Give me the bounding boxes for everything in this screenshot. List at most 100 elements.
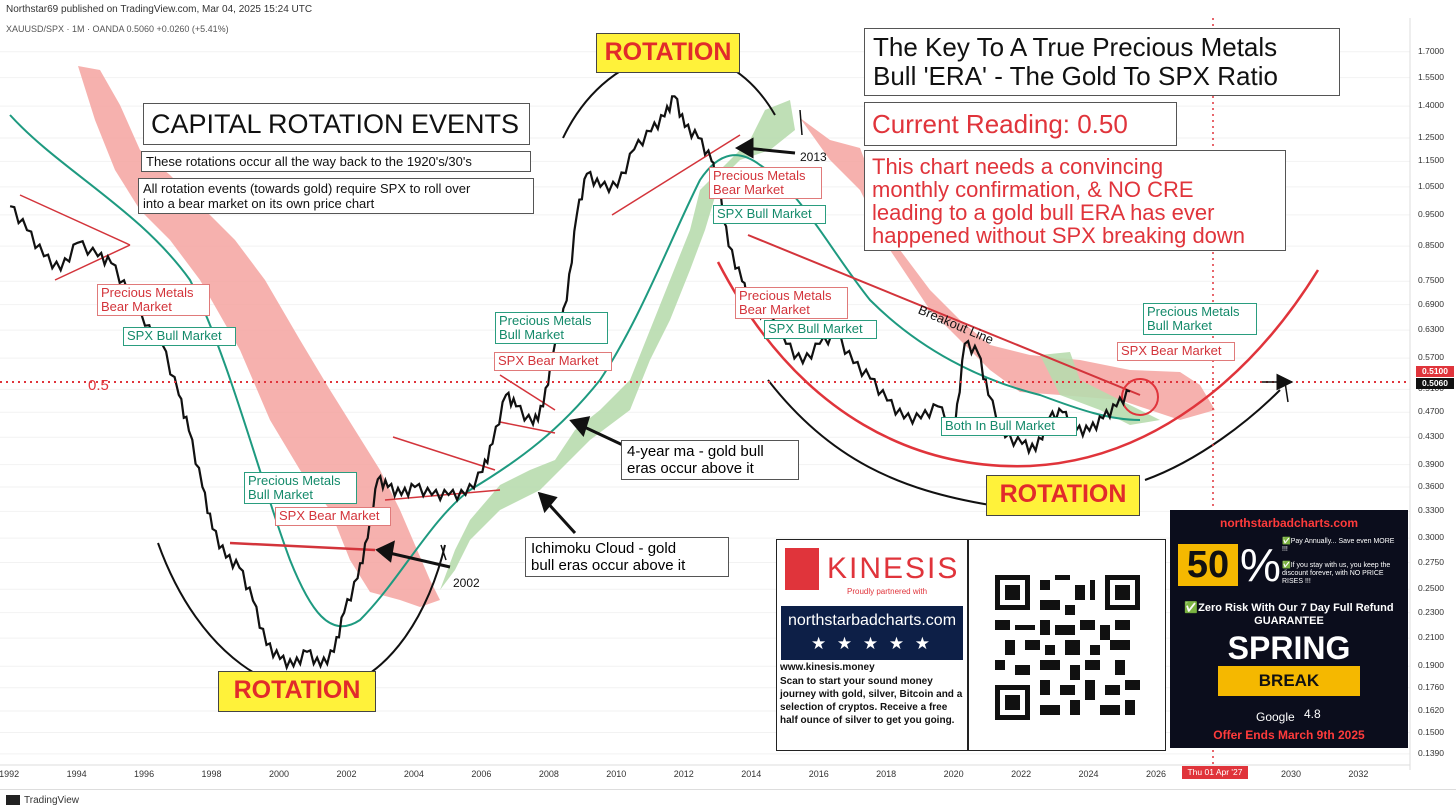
rotation-label-top: ROTATION xyxy=(596,33,740,73)
capital-rotation-line-1: These rotations occur all the way back t… xyxy=(141,151,531,172)
x-tick-label: 2002 xyxy=(336,769,357,779)
label-spx-bear-2: SPX Bear Market xyxy=(494,352,612,371)
qr-panel[interactable] xyxy=(968,539,1166,751)
y-tick-label: 1.0500 xyxy=(1418,180,1444,191)
y-tick-label: 1.2500 xyxy=(1418,131,1444,142)
y-tick-label: 0.1390 xyxy=(1418,747,1444,758)
ichimoku-cloud-bull xyxy=(440,100,795,590)
kinesis-partner: Proudly partnered with xyxy=(847,587,928,596)
title-line-2: Bull 'ERA' - The Gold To SPX Ratio xyxy=(873,61,1278,91)
label-both-bull: Both In Bull Market xyxy=(941,417,1077,436)
y-tick-label: 0.7500 xyxy=(1418,275,1444,286)
x-tick-label: 2024 xyxy=(1078,769,1099,779)
level-price-tag: 0.5100 xyxy=(1416,366,1454,377)
x-tick-label: 2032 xyxy=(1348,769,1369,779)
kinesis-url[interactable]: www.kinesis.money xyxy=(780,662,875,673)
y-tick-label: 0.6900 xyxy=(1418,298,1444,309)
x-tick-label: 1998 xyxy=(201,769,222,779)
rotation-label-bottom-right: ROTATION xyxy=(986,475,1140,516)
x-tick-label: 2026 xyxy=(1146,769,1167,779)
y-tick-label: 0.8500 xyxy=(1418,240,1444,251)
title-line-1: The Key To A True Precious Metals xyxy=(873,32,1278,62)
y-tick-label: 0.2100 xyxy=(1418,632,1444,643)
label-pm-bear-1: Precious Metals Bear Market xyxy=(97,284,210,316)
x-tick-label: 2020 xyxy=(943,769,964,779)
y-tick-label: 1.7000 xyxy=(1418,45,1444,56)
footer-brand: TradingView xyxy=(24,795,80,806)
ichimoku-cloud-bear-2 xyxy=(800,118,1215,420)
current-reading: Current Reading: 0.50 xyxy=(864,102,1177,146)
label-pm-bear-3: Precious Metals Bear Market xyxy=(735,287,848,319)
y-tick-label: 0.3300 xyxy=(1418,505,1444,516)
northstar-badge-stars: ★ ★ ★ ★ ★ xyxy=(810,634,934,653)
ad-break: BREAK xyxy=(1218,666,1360,696)
x-tick-label: 2004 xyxy=(403,769,424,779)
kinesis-panel[interactable]: KINESIS Proudly partnered with northstar… xyxy=(776,539,968,751)
label-2002: 2002 xyxy=(453,576,480,590)
ad-percent: 50 xyxy=(1178,544,1238,586)
label-spx-bull-1: SPX Bull Market xyxy=(123,327,236,346)
x-tick-label: 2006 xyxy=(471,769,492,779)
tradingview-logo-icon xyxy=(6,795,20,805)
y-tick-label: 0.6300 xyxy=(1418,324,1444,335)
trendlines xyxy=(19,134,1141,552)
label-spx-bull-2: SPX Bull Market xyxy=(713,205,826,224)
promo-ad[interactable]: northstarbadcharts.com 50 % ✅Pay Annuall… xyxy=(1170,510,1408,748)
northstar-badge: northstarbadcharts.com ★ ★ ★ ★ ★ xyxy=(781,606,963,660)
rotation-arc-3 xyxy=(767,379,991,506)
label-spx-bull-3: SPX Bull Market xyxy=(764,320,877,339)
note-box: This chart needs a convincing monthly co… xyxy=(864,150,1286,251)
red-u-curve xyxy=(716,261,1320,468)
last-price-tag: 0.5060 xyxy=(1416,378,1454,389)
y-tick-label: 0.3900 xyxy=(1418,458,1444,469)
y-tick-label: 0.1900 xyxy=(1418,660,1444,671)
bottom-bar: TradingView xyxy=(0,789,1456,810)
y-tick-label: 0.3600 xyxy=(1418,481,1444,492)
label-2013: 2013 xyxy=(800,150,827,164)
label-spx-bear-1: SPX Bear Market xyxy=(275,507,391,526)
y-tick-label: 0.5700 xyxy=(1418,352,1444,363)
y-tick-label: 1.5500 xyxy=(1418,71,1444,82)
x-tick-label: 2014 xyxy=(741,769,762,779)
x-tick-label: 2008 xyxy=(538,769,559,779)
capital-rotation-line-2: All rotation events (towards gold) requi… xyxy=(138,178,534,214)
ad-percent-sign: % xyxy=(1240,539,1281,591)
cursor-date-tag: Thu 01 Apr '27 xyxy=(1182,766,1248,779)
ad-google: Google xyxy=(1256,710,1295,724)
y-tick-label: 1.4000 xyxy=(1418,100,1444,111)
y-tick-label: 0.1760 xyxy=(1418,681,1444,692)
title-box: The Key To A True Precious Metals Bull '… xyxy=(864,28,1340,96)
kinesis-text: Scan to start your sound money journey w… xyxy=(780,676,963,726)
qr-code-icon[interactable] xyxy=(995,575,1140,720)
x-tick-label: 1992 xyxy=(0,769,20,779)
ad-offer: Offer Ends March 9th 2025 xyxy=(1213,728,1365,742)
x-tick-label: 2022 xyxy=(1011,769,1032,779)
x-tick-label: 2010 xyxy=(606,769,627,779)
annotation-arrows xyxy=(375,109,1294,569)
breakout-circle xyxy=(1121,378,1159,416)
x-tick-label: 2000 xyxy=(268,769,289,779)
y-tick-label: 0.2750 xyxy=(1418,556,1444,567)
y-tick-label: 0.1500 xyxy=(1418,726,1444,737)
label-pm-bear-2: Precious Metals Bear Market xyxy=(709,167,822,199)
top-bar: Northstar69 published on TradingView.com… xyxy=(0,0,1456,18)
ad-small-1: ✅Pay Annually... Save even MORE !!! xyxy=(1282,538,1395,553)
ma-note: 4-year ma - gold bull eras occur above i… xyxy=(621,440,799,480)
ad-site[interactable]: northstarbadcharts.com xyxy=(1219,516,1359,530)
x-tick-label: 1996 xyxy=(134,769,155,779)
y-tick-label: 0.2500 xyxy=(1418,583,1444,594)
ichimoku-cloud-bull-2 xyxy=(1040,352,1160,425)
published-text: Northstar69 published on TradingView.com… xyxy=(6,4,313,15)
ad-small-2: ✅If you stay with us, you keep the disco… xyxy=(1282,562,1391,585)
y-tick-label: 1.1500 xyxy=(1418,155,1444,166)
kinesis-logo-icon xyxy=(785,548,819,590)
level-label: 0.5 xyxy=(88,377,109,394)
y-tick-label: 0.9500 xyxy=(1418,208,1444,219)
label-pm-bull-1: Precious Metals Bull Market xyxy=(244,472,357,504)
ad-rating: 4.8 xyxy=(1304,707,1321,721)
rotation-label-bottom-left: ROTATION xyxy=(218,671,376,712)
x-tick-label: 2018 xyxy=(876,769,897,779)
x-tick-label: 2030 xyxy=(1280,769,1301,779)
x-tick-label: 1994 xyxy=(66,769,87,779)
symbol-line: XAUUSD/SPX · 1M · OANDA 0.5060 +0.0260 (… xyxy=(6,24,229,34)
